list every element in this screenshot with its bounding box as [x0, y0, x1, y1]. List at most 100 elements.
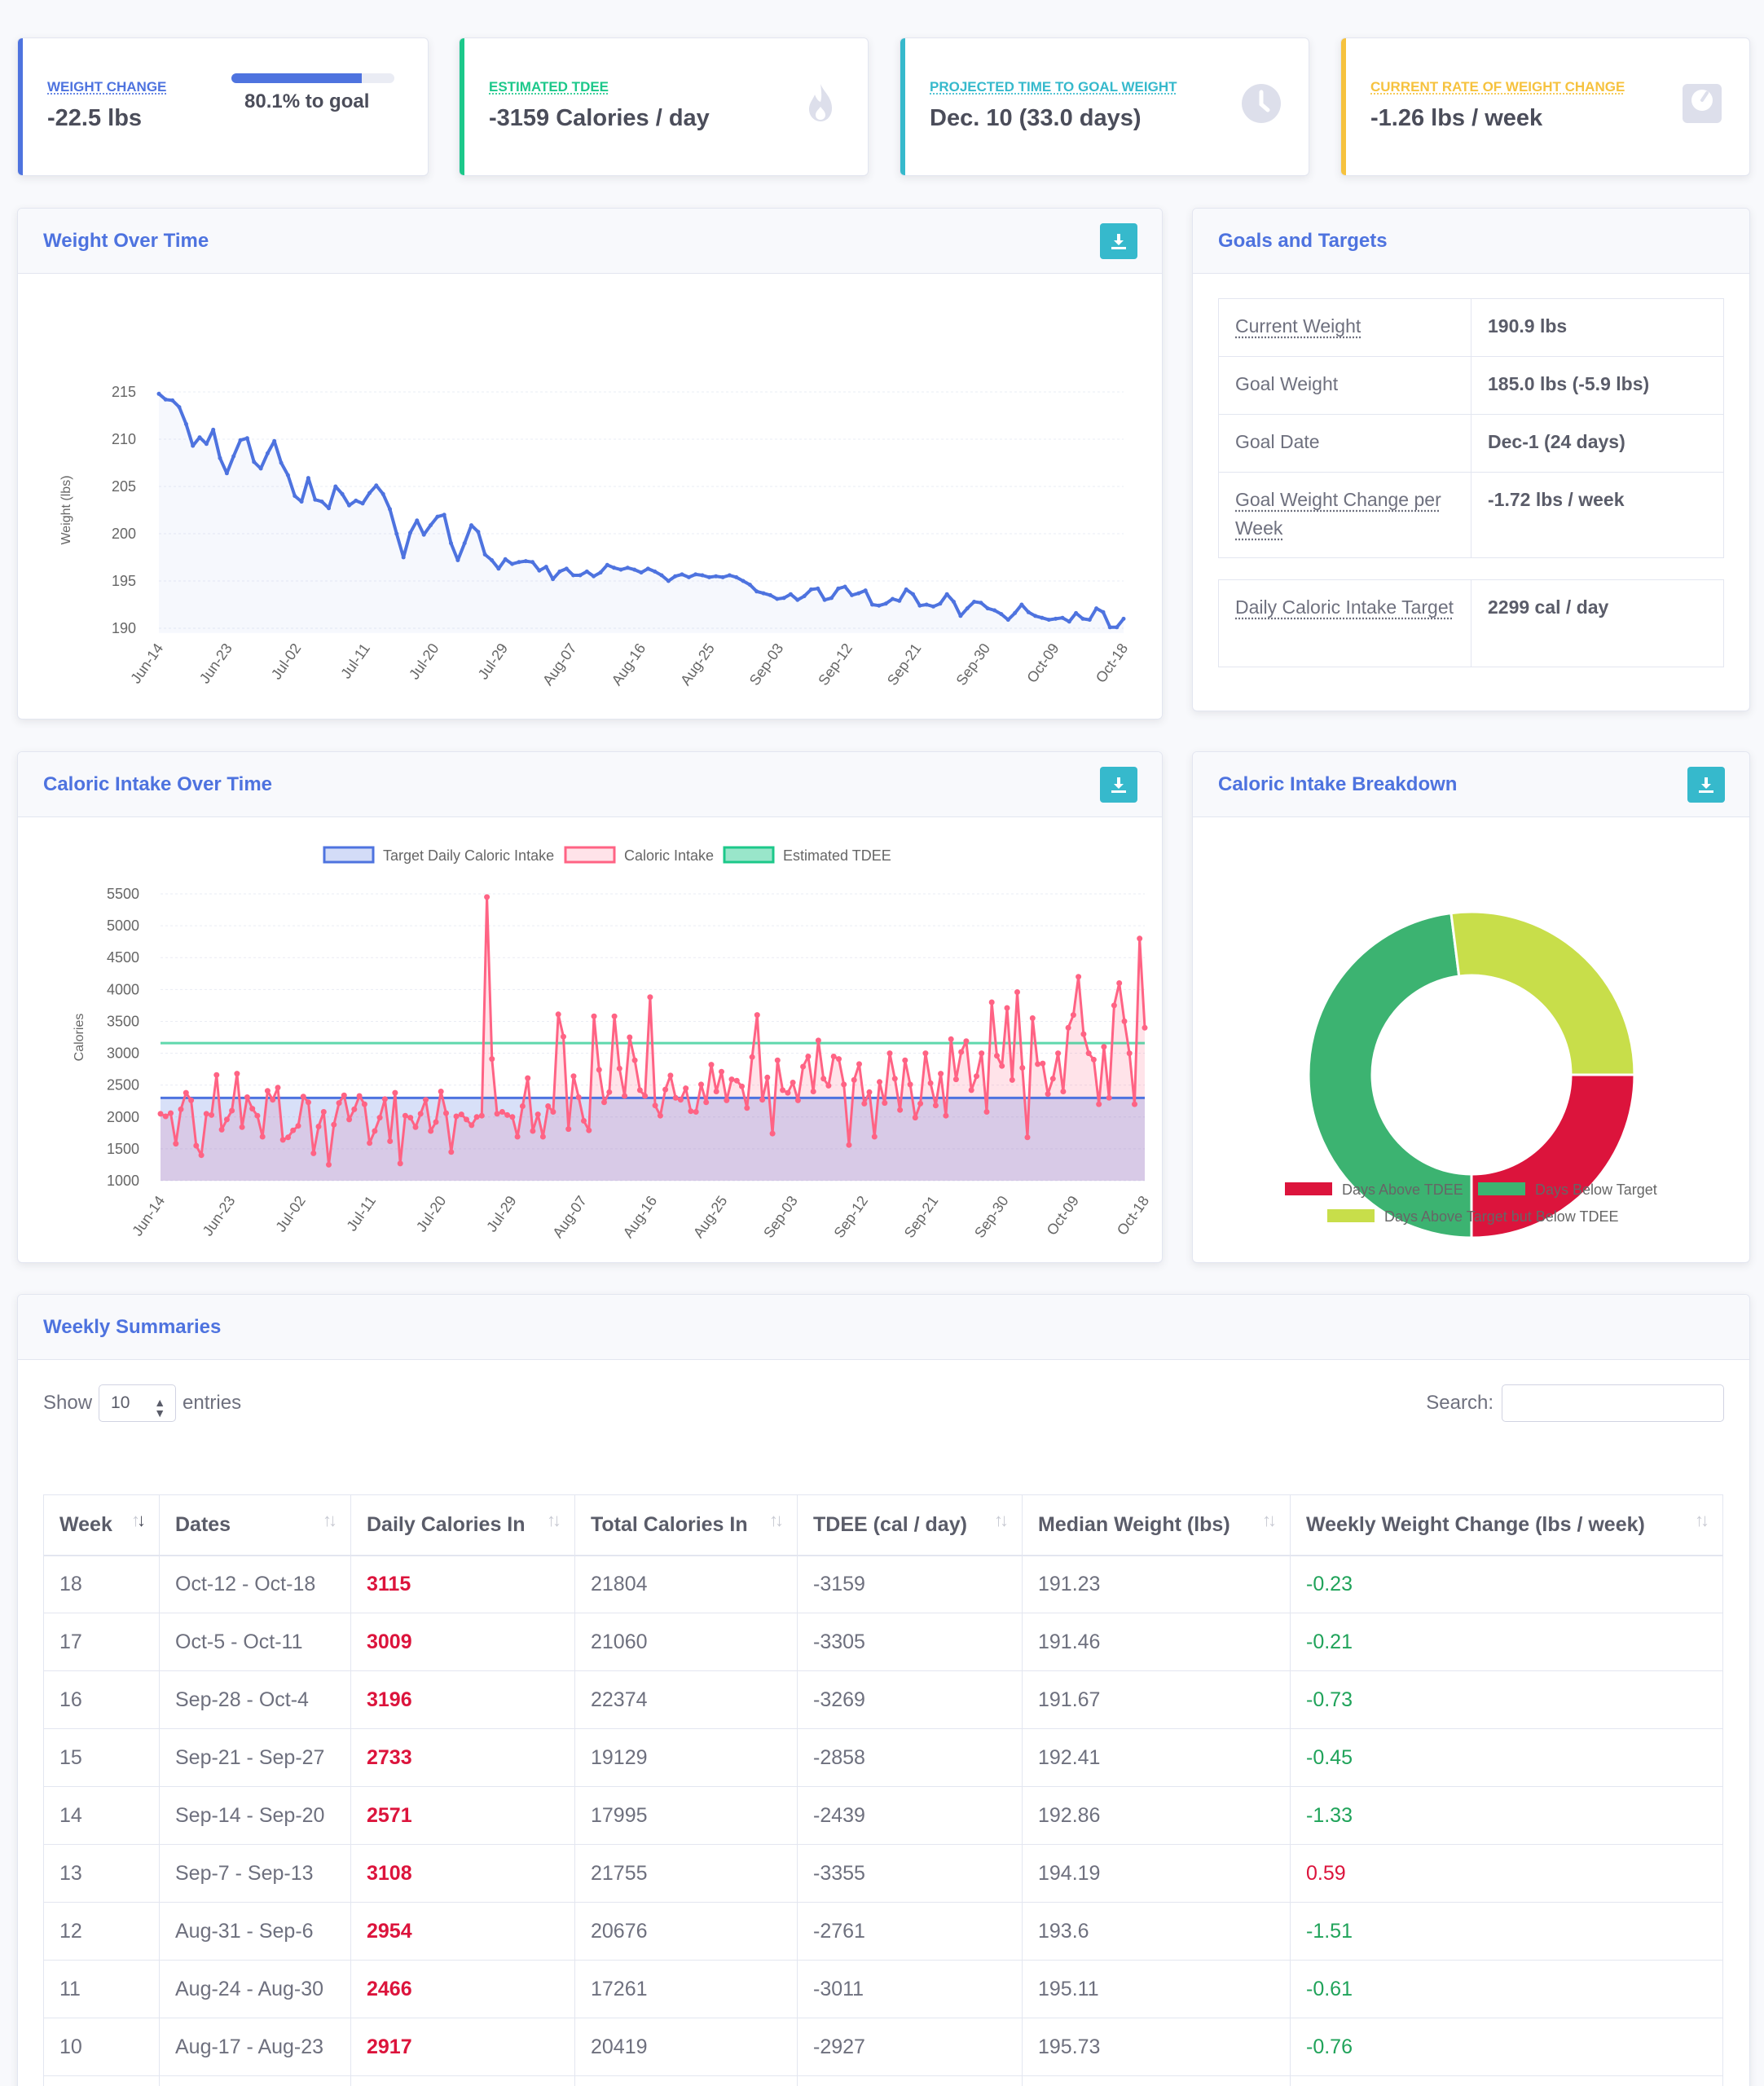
x-tick-label: Aug-25	[677, 640, 718, 689]
intake-point	[1132, 1102, 1137, 1107]
weight-point	[205, 442, 209, 446]
goal-key: Goal Date	[1235, 431, 1320, 452]
goal-key: Daily Caloric Intake Target	[1235, 596, 1454, 618]
intake-point	[805, 1054, 811, 1059]
download-icon	[1696, 775, 1716, 794]
weight-point	[279, 461, 284, 465]
intake-point	[759, 1097, 765, 1102]
search-label: Search:	[1426, 1392, 1493, 1415]
table-cell: 12	[44, 1903, 160, 1961]
sort-icon: ↑↓	[1262, 1510, 1274, 1531]
stat-label: Estimated TDEE	[489, 79, 609, 95]
intake-point	[306, 1099, 311, 1105]
intake-point	[617, 1066, 622, 1072]
x-tick-label: Sep-21	[901, 1193, 942, 1241]
weight-point	[1067, 619, 1071, 623]
intake-point	[984, 1109, 990, 1115]
intake-point	[729, 1076, 735, 1082]
table-cell: -0.23	[1291, 1556, 1723, 1613]
column-header-weekly-change[interactable]: Weekly Weight Change (lbs / week) ↑↓	[1291, 1495, 1723, 1556]
column-header-week[interactable]: Week ↑↓	[44, 1495, 160, 1556]
table-cell: -2761	[798, 1903, 1023, 1961]
panel-title: Weekly Summaries	[43, 1316, 221, 1339]
column-header-dates[interactable]: Dates ↑↓	[160, 1495, 351, 1556]
progress-text: 80.1% to goal	[244, 87, 407, 117]
legend-swatch	[324, 847, 373, 862]
weight-point	[231, 454, 235, 458]
intake-point	[1086, 1050, 1092, 1056]
table-cell: Aug-17 - Aug-23	[160, 2018, 351, 2076]
table-row: 15 Sep-21 - Sep-27 2733 19129 -2858 192.41 -0.…	[44, 1729, 1723, 1787]
intake-point	[1005, 1006, 1010, 1011]
column-header-total-calories[interactable]: Total Calories In ↑↓	[575, 1495, 798, 1556]
intake-point	[790, 1080, 796, 1085]
download-button[interactable]	[1100, 767, 1137, 803]
intake-point	[495, 1111, 500, 1116]
weight-point	[945, 592, 949, 596]
table-cell: 19129	[575, 1729, 798, 1787]
intake-point	[969, 1087, 974, 1093]
download-button[interactable]	[1100, 223, 1137, 259]
intake-point	[908, 1081, 913, 1087]
weight-point	[313, 498, 317, 502]
intake-point	[254, 1113, 260, 1119]
table-cell: 21060	[575, 1613, 798, 1671]
y-tick-label: 3500	[107, 1013, 139, 1029]
intake-point	[285, 1134, 291, 1140]
download-button[interactable]	[1687, 767, 1725, 803]
goal-value: 2299 cal / day	[1471, 580, 1724, 667]
legend-label: Days Above TDEE	[1342, 1182, 1463, 1198]
table-cell: Oct-12 - Oct-18	[160, 1556, 351, 1613]
intake-point	[800, 1064, 806, 1070]
weight-point	[1019, 603, 1023, 607]
goal-row: Goal Weight Change per Week -1.72 lbs / w…	[1219, 473, 1724, 558]
stat-value: -1.26 lbs / week	[1370, 105, 1542, 132]
weight-point	[829, 596, 834, 600]
intake-point	[296, 1123, 301, 1129]
weight-point	[510, 562, 514, 566]
weight-point	[585, 570, 589, 574]
column-header-tdee[interactable]: TDEE (cal / day) ↑↓	[798, 1495, 1023, 1556]
weight-point	[660, 574, 664, 578]
weight-point	[1102, 610, 1106, 614]
table-cell: 18	[44, 1556, 160, 1613]
table-cell: Sep-14 - Sep-20	[160, 1787, 351, 1845]
weight-point	[191, 444, 195, 448]
weight-point	[551, 577, 555, 581]
x-tick-label: Sep-30	[952, 640, 993, 689]
panel-header: Weekly Summaries	[18, 1295, 1749, 1360]
intake-chart: 1000150020002500300035004000450050005500…	[18, 817, 1163, 1263]
panel-header: Goals and Targets	[1193, 209, 1749, 274]
weight-point	[504, 557, 508, 561]
table-cell: 17995	[575, 1787, 798, 1845]
table-cell: 192.86	[1023, 1787, 1291, 1845]
entries-select[interactable]: 10 ▲ ▼	[99, 1384, 176, 1422]
table-cell: -3269	[798, 1671, 1023, 1729]
search-input[interactable]	[1502, 1384, 1724, 1422]
weight-point	[1081, 617, 1085, 621]
intake-point	[290, 1128, 296, 1133]
intake-point	[999, 1063, 1005, 1069]
weight-point	[721, 575, 725, 579]
goal-value: 190.9 lbs	[1471, 299, 1724, 357]
intake-point	[943, 1113, 948, 1119]
intake-point	[1066, 1025, 1071, 1031]
weight-point	[632, 568, 636, 572]
sort-desc-icon: ↑↓	[131, 1510, 143, 1531]
intake-point	[337, 1100, 342, 1106]
intake-point	[678, 1097, 684, 1102]
weight-point	[442, 513, 446, 517]
table-cell: 10	[44, 2018, 160, 2076]
weight-point	[803, 594, 807, 598]
intake-point	[938, 1071, 944, 1076]
column-header-daily-calories[interactable]: Daily Calories In ↑↓	[351, 1495, 575, 1556]
column-header-median-weight[interactable]: Median Weight (lbs) ↑↓	[1023, 1495, 1291, 1556]
weight-point	[388, 507, 392, 511]
table-cell: -2858	[798, 1729, 1023, 1787]
intake-point	[882, 1100, 887, 1106]
weight-point	[571, 574, 575, 578]
weight-point	[938, 601, 942, 605]
intake-point	[1091, 1057, 1097, 1063]
intake-point	[1106, 1095, 1112, 1101]
intake-point	[841, 1081, 847, 1087]
